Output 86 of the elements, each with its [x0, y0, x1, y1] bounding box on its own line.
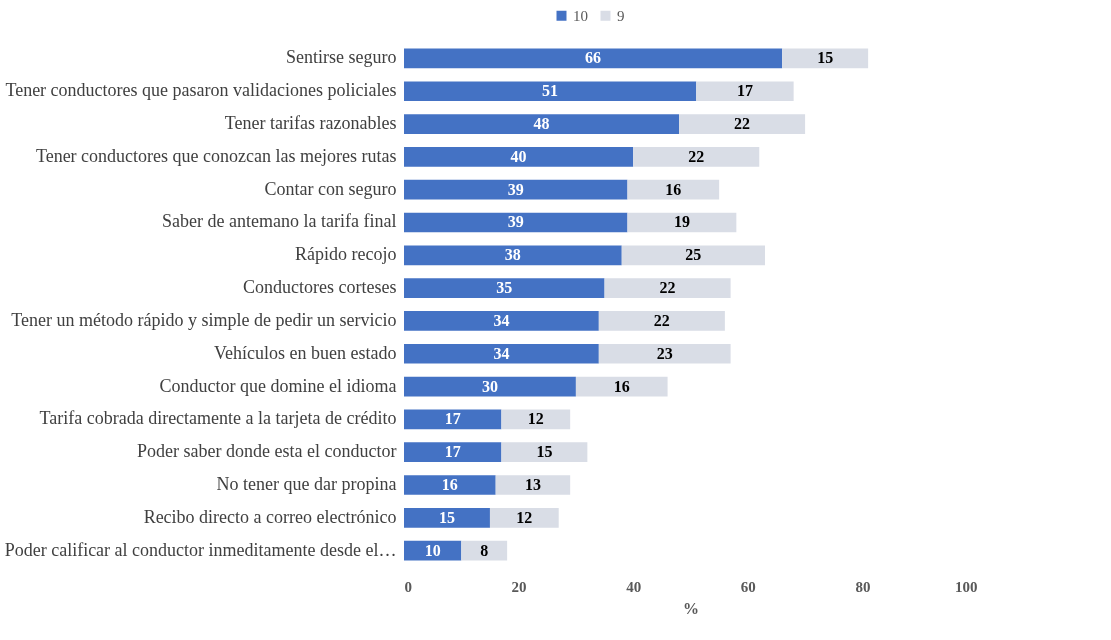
y-tick-label: Tener conductores que pasaron validaciones policiales [5, 80, 397, 101]
data-label: 35 [496, 279, 513, 297]
data-label: 16 [613, 377, 630, 395]
bar [404, 114, 680, 134]
data-label: 22 [734, 115, 751, 133]
data-label: 12 [527, 410, 544, 428]
y-tick-label: Poder calificar al conductor inmeditamente desde el… [4, 539, 397, 560]
bar [404, 278, 605, 298]
bar [404, 475, 496, 495]
data-label: 48 [533, 115, 550, 133]
data-label: 39 [507, 213, 524, 231]
bar [679, 114, 806, 134]
data-label: 38 [504, 246, 521, 264]
data-label: 17 [444, 443, 461, 461]
bar [633, 147, 760, 167]
data-label: 22 [659, 279, 676, 297]
data-label: 8 [480, 541, 489, 559]
bar [404, 245, 622, 266]
data-label: 51 [542, 82, 559, 100]
bar [696, 81, 794, 102]
bar [404, 48, 783, 69]
y-tick-label: Sentirse seguro [286, 47, 397, 68]
y-tick-label: Tener tarifas razonables [224, 113, 397, 134]
data-label: 15 [438, 508, 455, 526]
data-label: 15 [536, 443, 553, 461]
y-tick-label: Contar con seguro [264, 178, 397, 199]
bar [575, 376, 668, 397]
bar [598, 311, 725, 331]
data-label: 16 [665, 180, 682, 198]
bar [495, 475, 571, 495]
bar [627, 212, 737, 233]
y-tick-label: Vehículos en buen estado [214, 342, 397, 363]
legend-label: 10 [573, 7, 588, 24]
y-tick-label: Conductores corteses [243, 277, 397, 298]
bar [782, 48, 869, 69]
bar [404, 147, 634, 167]
data-label: 34 [493, 311, 510, 329]
y-tick-label: Conductor que domine el idioma [159, 375, 397, 396]
data-label: 22 [688, 147, 705, 165]
bar [404, 311, 599, 331]
data-label: 19 [673, 213, 690, 231]
x-tick-label: 100 [955, 578, 978, 595]
legend-label: 9 [617, 7, 625, 24]
data-label: 15 [817, 49, 834, 67]
bar [404, 507, 490, 528]
bar [404, 81, 697, 102]
data-label: 17 [444, 410, 461, 428]
bar [404, 376, 576, 397]
data-label: 16 [441, 475, 458, 493]
bar [501, 442, 588, 462]
bar [404, 409, 502, 430]
bar [489, 507, 559, 528]
y-tick-label: No tener que dar propina [216, 473, 397, 494]
data-label: 25 [685, 246, 702, 264]
y-tick-label: Tener conductores que conozcan las mejores rutas [35, 145, 397, 166]
data-label: 17 [736, 82, 753, 100]
data-label: 22 [653, 311, 670, 329]
bar [404, 442, 502, 462]
data-label: 40 [510, 147, 527, 165]
y-tick-label: Recibo directo a correo electrónico [143, 506, 397, 527]
data-label: 12 [516, 508, 533, 526]
bar [404, 343, 599, 364]
data-label: 23 [656, 344, 673, 362]
bar [404, 179, 628, 200]
x-axis-title: % [683, 599, 699, 617]
x-tick-label: 40 [626, 578, 642, 595]
bar [604, 278, 731, 298]
data-label: 34 [493, 344, 510, 362]
y-tick-label: Rápido recojo [295, 244, 397, 265]
x-tick-label: 80 [855, 578, 871, 595]
y-tick-label: Tener un método rápido y simple de pedir un servicio [11, 309, 397, 330]
bar [404, 212, 628, 233]
bar [627, 179, 720, 200]
data-label: 13 [524, 475, 541, 493]
y-tick-label: Poder saber donde esta el conductor [137, 441, 397, 462]
data-label: 39 [507, 180, 524, 198]
data-label: 30 [481, 377, 498, 395]
x-tick-label: 0 [404, 578, 412, 595]
bar [621, 245, 765, 266]
x-tick-label: 20 [511, 578, 527, 595]
data-label: 66 [585, 49, 602, 67]
y-tick-label: Saber de antemano la tarifa final [162, 211, 397, 232]
y-tick-label: Tarifa cobrada directamente a la tarjeta de crédito [39, 408, 397, 429]
data-label: 10 [424, 541, 441, 559]
bar [598, 343, 731, 364]
x-tick-label: 60 [740, 578, 756, 595]
